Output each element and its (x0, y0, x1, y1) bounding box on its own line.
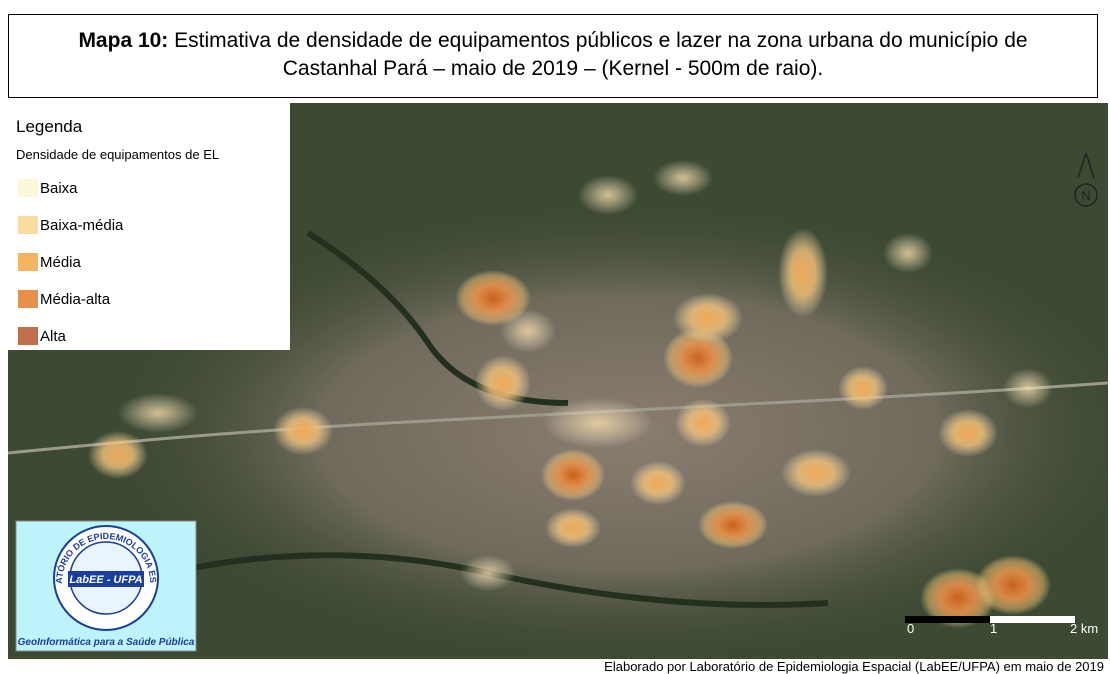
density-hotspot (1003, 368, 1053, 408)
map-title: Mapa 10: Estimativa de densidade de equi… (8, 14, 1098, 98)
legend-label: Baixa (40, 180, 78, 197)
scale-label: 0 (907, 621, 914, 636)
legend-swatch (18, 253, 38, 271)
legend-label: Média (40, 254, 82, 271)
legend-swatch (18, 327, 38, 345)
legend-label: Média-alta (40, 291, 111, 308)
footer-credit: Elaborado por Laboratório de Epidemiolog… (604, 660, 1104, 674)
legend-label: Baixa-média (40, 217, 124, 234)
page: Mapa 10: Estimativa de densidade de equi… (0, 0, 1110, 674)
density-hotspot (88, 431, 148, 479)
density-hotspot (500, 309, 556, 353)
density-hotspot (698, 501, 768, 549)
north-label: N (1081, 188, 1090, 203)
density-hotspot (543, 398, 653, 448)
density-hotspot (673, 293, 743, 343)
density-hotspot (975, 555, 1051, 615)
legend-swatch (18, 179, 38, 197)
legend-label: Alta (40, 328, 67, 345)
map: Legenda Densidade de equipamentos de EL … (8, 103, 1108, 659)
legend-swatch (18, 290, 38, 308)
logo-name: LabEE - UFPA (69, 574, 142, 586)
map-title-text: Estimativa de densidade de equipamentos … (174, 29, 1027, 80)
density-hotspot (778, 228, 828, 318)
density-hotspot (118, 393, 198, 433)
scale-label: 2 km (1070, 621, 1098, 636)
density-hotspot (273, 407, 333, 455)
logo-caption: GeoInformática para a Saúde Pública (18, 637, 195, 648)
density-hotspot (630, 461, 686, 505)
scale-label: 1 (990, 621, 997, 636)
density-hotspot (545, 508, 601, 548)
legend-title: Legenda (16, 117, 83, 136)
density-hotspot (475, 355, 531, 411)
density-hotspot (460, 555, 516, 591)
density-hotspot (781, 449, 851, 497)
density-hotspot (883, 233, 933, 273)
legend-subtitle: Densidade de equipamentos de EL (16, 147, 219, 162)
density-hotspot (541, 449, 605, 501)
legend-swatch (18, 216, 38, 234)
density-hotspot (675, 399, 731, 447)
density-hotspot (838, 366, 888, 410)
density-hotspot (653, 160, 713, 196)
density-hotspot (578, 175, 638, 215)
density-hotspot (938, 409, 998, 457)
map-label: Mapa 10: (78, 29, 168, 52)
